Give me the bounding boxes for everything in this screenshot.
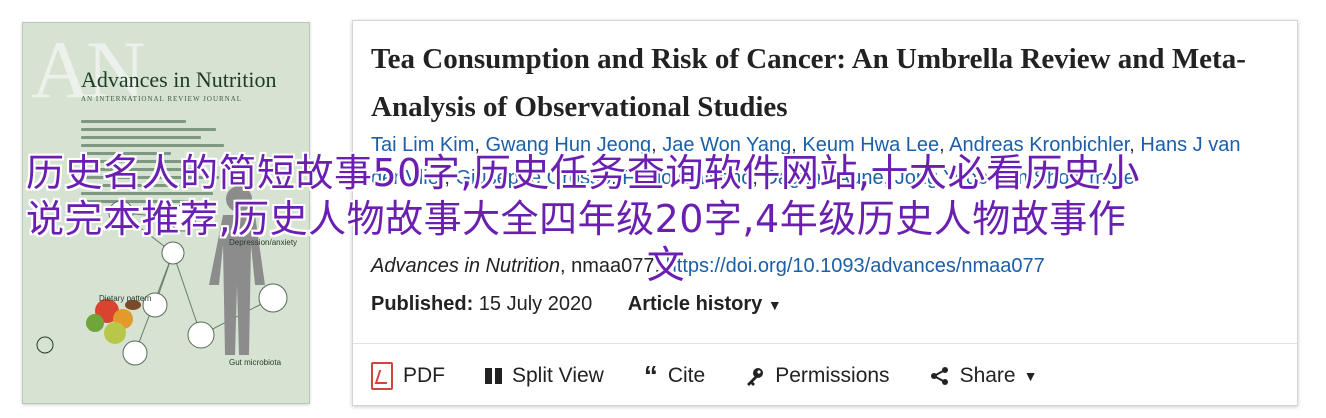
published-date: 15 July 2020 <box>478 293 593 315</box>
author-link[interactable]: Jong Yeob Kim <box>894 167 1029 189</box>
cover-watermark: AN <box>31 24 145 115</box>
cite-button[interactable]: “ Cite <box>644 362 705 390</box>
author-link[interactable]: Tai Lim Kim <box>371 134 475 156</box>
author-link[interactable]: Hans J van der Vliet <box>371 134 1241 189</box>
cover-journal-subtitle: AN INTERNATIONAL REVIEW JOURNAL <box>81 95 243 103</box>
article-history-label: Article history <box>627 293 763 315</box>
pdf-button[interactable]: PDF <box>371 362 445 390</box>
cover-label-dietary: Dietary pattern <box>99 294 151 303</box>
share-button[interactable]: Share ▼ <box>930 364 1038 388</box>
article-title: Tea Consumption and Risk of Cancer: An U… <box>371 43 1246 123</box>
author-link[interactable]: Andreas Kronbichler <box>949 134 1130 156</box>
author-link[interactable]: Dagfinn Aune <box>763 167 884 189</box>
citation-journal: Advances in Nutrition <box>371 255 560 277</box>
cite-label: Cite <box>667 364 706 387</box>
article-header-panel: Tea Consumption and Risk of Cancer: An U… <box>352 20 1298 406</box>
caret-down-icon: ▼ <box>767 297 782 313</box>
pdf-icon <box>371 362 393 390</box>
caret-down-icon: ▼ <box>1023 368 1038 384</box>
quote-icon: “ <box>643 360 658 391</box>
publication-meta: Published: 15 July 2020 Article history … <box>371 293 782 316</box>
published-label: Published: <box>371 293 474 315</box>
split-view-icon <box>485 368 502 384</box>
cover-contents-list <box>81 115 231 208</box>
author-link[interactable]: Jae Won Yang <box>662 134 792 156</box>
share-icon <box>930 366 950 386</box>
cover-illustration: Depression/anxiety Dietary pattern Gut m… <box>36 186 297 367</box>
citation-line: Advances in Nutrition, nmaa077, https://… <box>371 255 1045 277</box>
doi-link[interactable]: https://doi.org/10.1093/advances/nmaa077 <box>665 255 1045 277</box>
author-link[interactable]: Fabio Galvano <box>622 167 753 189</box>
share-label: Share <box>959 364 1016 387</box>
journal-cover[interactable]: AN Advances in Nutrition AN INTERNATIONA… <box>22 22 310 404</box>
citation-article-id: nmaa077 <box>571 255 655 277</box>
permissions-button[interactable]: Permissions <box>745 364 890 388</box>
author-list: Tai Lim Kim, Gwang Hun Jeong, Jae Won Ya… <box>371 134 1241 189</box>
author-link[interactable]: Giuseppe Grosso <box>455 167 612 189</box>
permissions-label: Permissions <box>775 364 890 387</box>
show-more-authors-link[interactable]: Show more <box>1033 167 1135 189</box>
split-view-button[interactable]: Split View <box>485 364 604 388</box>
cover-label-gut: Gut microbiota <box>229 358 282 367</box>
author-link[interactable]: Keum Hwa Lee <box>802 134 940 156</box>
author-link[interactable]: Gwang Hun Jeong <box>485 134 652 156</box>
cover-label-depression: Depression/anxiety <box>229 238 297 247</box>
split-view-label: Split View <box>512 364 604 387</box>
toolbar-divider <box>353 343 1297 344</box>
article-toolbar: PDF Split View “ Cite Permissions Share … <box>371 359 1077 393</box>
pdf-label: PDF <box>403 364 445 387</box>
society-logo-icon <box>36 336 54 354</box>
article-history-toggle[interactable]: Article history ▼ <box>628 293 782 315</box>
key-icon <box>745 366 765 386</box>
cover-journal-title: Advances in Nutrition <box>81 67 277 92</box>
